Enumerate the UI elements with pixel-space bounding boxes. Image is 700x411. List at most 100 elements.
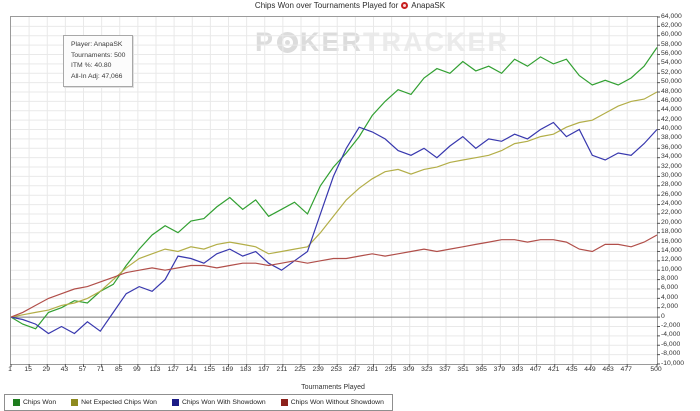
y-tick-label: -6,000	[661, 340, 681, 348]
x-tick-label: 379	[493, 366, 506, 373]
x-tick-label: 183	[239, 366, 252, 373]
legend-label: Net Expected Chips Won	[81, 399, 157, 406]
y-tick-label: 10,000	[661, 265, 682, 273]
y-tick-label: 60,000	[661, 31, 682, 39]
y-tick-label: 16,000	[661, 237, 682, 245]
y-tick-label: 0	[661, 312, 665, 320]
legend-item: Chips Won	[13, 399, 56, 406]
x-tick-label: 99	[133, 366, 141, 373]
x-tick-label: 435	[566, 366, 578, 373]
y-tick-label: 42,000	[661, 115, 682, 123]
x-tick-label: 337	[439, 366, 451, 373]
y-tick-label: 54,000	[661, 59, 682, 67]
y-tick-label: 6,000	[661, 284, 679, 292]
y-tick-label: 4,000	[661, 293, 679, 301]
x-tick-label: 29	[42, 366, 51, 373]
x-axis-title: Tournaments Played	[301, 384, 365, 391]
watermark-ker: KER	[300, 27, 364, 57]
y-tick-label: 46,000	[661, 96, 682, 104]
x-tick-label: 449	[584, 366, 596, 373]
legend-swatch-icon	[71, 399, 79, 406]
x-tick-label: 393	[511, 366, 524, 373]
y-tick-label: 58,000	[661, 40, 682, 48]
y-tick-label: 32,000	[661, 162, 682, 170]
info-tournaments: Tournaments: 500	[71, 51, 126, 59]
y-tick-label: 44,000	[661, 106, 682, 114]
x-tick-label: 407	[529, 366, 542, 373]
chart-title: Chips Won over Tournaments Played for An…	[0, 1, 700, 10]
x-tick-label: 351	[457, 366, 469, 373]
x-tick-label: 197	[258, 366, 270, 373]
y-tick-label: 20,000	[661, 218, 682, 226]
y-tick-label: 34,000	[661, 153, 682, 161]
legend: Chips Won Net Expected Chips Won Chips Won…	[4, 394, 393, 411]
y-tick-label: 28,000	[661, 181, 682, 189]
x-tick-label: 239	[312, 366, 324, 373]
x-tick-label: 225	[294, 366, 306, 373]
y-tick-label: 50,000	[661, 78, 682, 86]
x-tick-label: 141	[185, 366, 197, 373]
y-tick-label: 12,000	[661, 256, 682, 264]
y-tick-label: -8,000	[661, 350, 681, 358]
legend-swatch-icon	[171, 399, 179, 406]
watermark-tracker: TRACKER	[363, 27, 510, 57]
x-tick-label: 421	[548, 366, 560, 373]
x-tick-label: 281	[366, 366, 379, 373]
x-tick-label: 113	[149, 366, 161, 373]
series-line-chips-won-with-showdown	[10, 121, 658, 335]
player-name: AnapaSK	[411, 1, 446, 10]
legend-label: Chips Won Without Showdown	[290, 399, 384, 406]
y-tick-label: -2,000	[661, 321, 681, 329]
legend-item: Net Expected Chips Won	[71, 399, 157, 406]
legend-label: Chips Won With Showdown	[181, 399, 266, 406]
y-tick-label: 64,000	[661, 12, 682, 20]
series-line-chips-won	[10, 47, 658, 330]
y-tick-label: -4,000	[661, 331, 681, 339]
legend-label: Chips Won	[23, 399, 57, 406]
plot-area: P KER TRACKER Player: AnapaSK Tournaments:…	[10, 16, 660, 367]
player-info-box: Player: AnapaSK Tournaments: 500 ITM %: …	[63, 35, 134, 87]
x-tick-label: 85	[114, 366, 123, 373]
info-player: Player: AnapaSK	[71, 41, 123, 48]
x-tick-label: 500	[650, 366, 662, 373]
y-tick-label: 24,000	[661, 200, 682, 208]
x-tick-label: 463	[602, 366, 614, 373]
y-tick-label: 22,000	[661, 209, 682, 217]
y-tick-label: 38,000	[661, 134, 682, 142]
x-tick-label: 253	[330, 366, 342, 373]
x-tick-label: 267	[348, 366, 361, 373]
legend-item: Chips Won Without Showdown	[280, 399, 384, 406]
y-tick-label: 18,000	[661, 228, 682, 236]
chart-title-text: Chips Won over Tournaments Played for	[254, 1, 399, 10]
pokertracker-watermark: P KER TRACKER	[255, 27, 509, 58]
pokertracker-chip-icon	[401, 2, 409, 9]
y-tick-label: 14,000	[661, 246, 682, 254]
x-tick-label: 309	[403, 366, 415, 373]
y-tick-label: 48,000	[661, 87, 682, 95]
x-tick-label: 43	[60, 366, 69, 373]
x-tick-label: 365	[475, 366, 487, 373]
x-tick-label: 169	[221, 366, 234, 373]
y-tick-label: 8,000	[661, 275, 679, 283]
y-tick-label: 62,000	[661, 21, 682, 29]
legend-swatch-icon	[280, 399, 288, 406]
x-tick-label: 211	[276, 366, 288, 373]
legend-item: Chips Won With Showdown	[171, 399, 266, 406]
y-tick-label: 52,000	[661, 68, 682, 76]
x-tick-label: 477	[620, 366, 632, 373]
x-tick-label: 1	[8, 366, 12, 373]
y-tick-label: 56,000	[661, 50, 682, 57]
legend-swatch-icon	[13, 399, 20, 406]
watermark-poker: P KER	[255, 27, 363, 58]
x-tick-label: 155	[203, 366, 216, 373]
y-tick-label: 26,000	[661, 190, 682, 198]
y-tick-label: 2,000	[661, 303, 679, 311]
x-tick-label: 15	[24, 366, 32, 373]
y-tick-label: 36,000	[661, 143, 682, 151]
y-tick-label: -10,000	[661, 359, 685, 367]
x-tick-label: 57	[78, 366, 87, 373]
series-line-chips-won-without-showdown	[10, 234, 658, 318]
y-tick-label: 40,000	[661, 125, 682, 133]
info-itm: ITM %: 40.80	[71, 62, 112, 69]
